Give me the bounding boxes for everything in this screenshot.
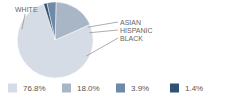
- svg-text:BLACK: BLACK: [120, 35, 143, 42]
- svg-text:76.8%: 76.8%: [23, 84, 46, 93]
- svg-text:ASIAN: ASIAN: [120, 19, 141, 26]
- svg-text:HISPANIC: HISPANIC: [120, 27, 153, 34]
- svg-text:3.9%: 3.9%: [131, 84, 149, 93]
- svg-text:1.4%: 1.4%: [185, 84, 203, 93]
- svg-text:WHITE: WHITE: [15, 6, 38, 13]
- svg-text:18.0%: 18.0%: [77, 84, 100, 93]
